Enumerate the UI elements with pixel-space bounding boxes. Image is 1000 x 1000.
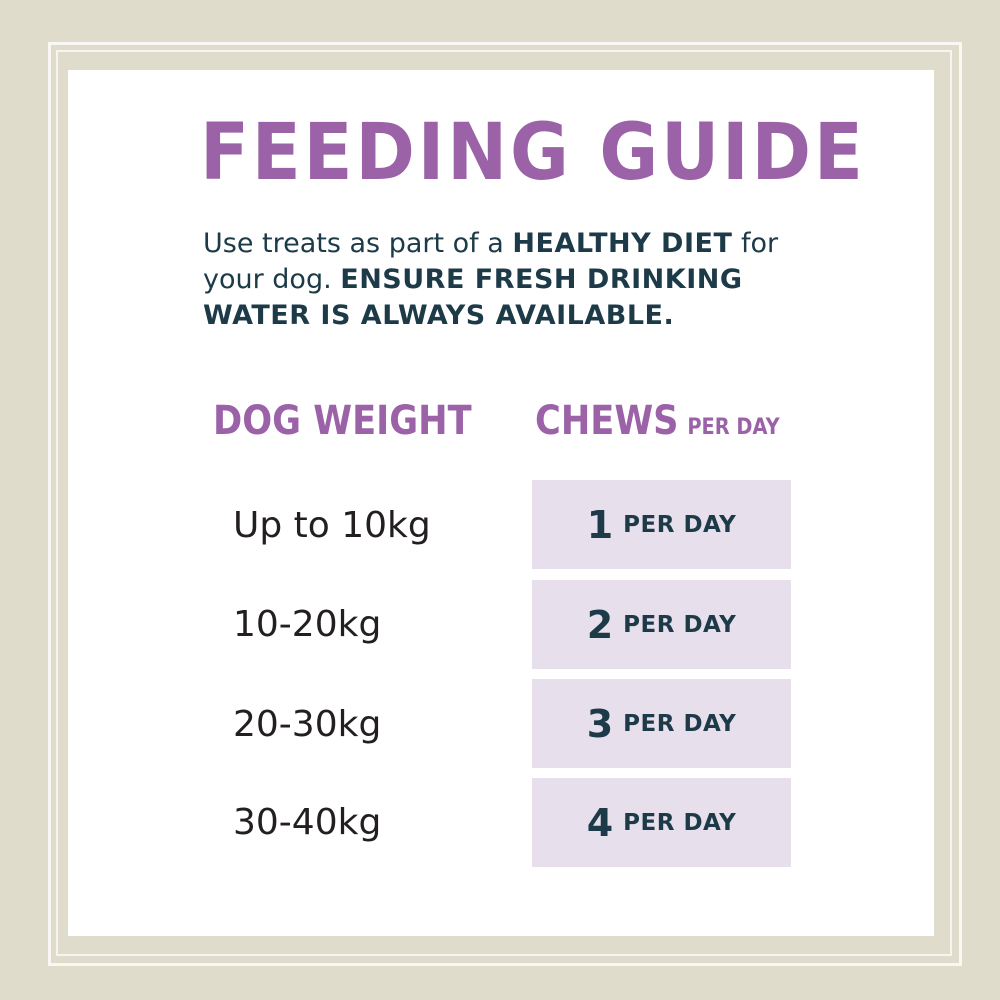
weight-cell: 30-40kg	[233, 802, 382, 843]
chew-count: 2	[586, 602, 614, 647]
intro-text: Use treats as part of a HEALTHY DIET for…	[203, 226, 823, 334]
page-title: FEEDING GUIDE	[200, 108, 866, 198]
chew-unit: PER DAY	[623, 809, 737, 836]
intro-emphasis: HEALTHY DIET	[512, 228, 733, 259]
brush-frame	[48, 42, 962, 966]
card	[68, 70, 934, 936]
chew-count: 3	[586, 701, 614, 746]
intro-part: for your dog.	[203, 228, 779, 295]
header-chews-sub: PER DAY	[687, 415, 780, 440]
chew-count: 4	[586, 800, 614, 845]
chew-unit: PER DAY	[623, 511, 737, 538]
chew-unit: PER DAY	[623, 710, 737, 737]
intro-emphasis: ENSURE FRESH DRINKING WATER IS ALWAYS AV…	[203, 264, 743, 331]
weight-cell: 10-20kg	[233, 604, 382, 645]
header-chews: CHEWS PER DAY	[535, 398, 780, 444]
header-chews-label: CHEWS	[535, 398, 679, 444]
brush-frame-inner	[56, 50, 952, 956]
weight-cell: Up to 10kg	[233, 505, 431, 546]
chews-cell: 2 PER DAY	[532, 580, 791, 669]
intro-part: Use treats as part of a	[203, 228, 513, 259]
header-dog-weight: DOG WEIGHT	[213, 398, 472, 444]
chews-cell: 4 PER DAY	[532, 778, 791, 867]
chews-cell: 3 PER DAY	[532, 679, 791, 768]
chew-count: 1	[586, 502, 614, 547]
weight-cell: 20-30kg	[233, 704, 382, 745]
chew-unit: PER DAY	[623, 611, 737, 638]
chews-cell: 1 PER DAY	[532, 480, 791, 569]
